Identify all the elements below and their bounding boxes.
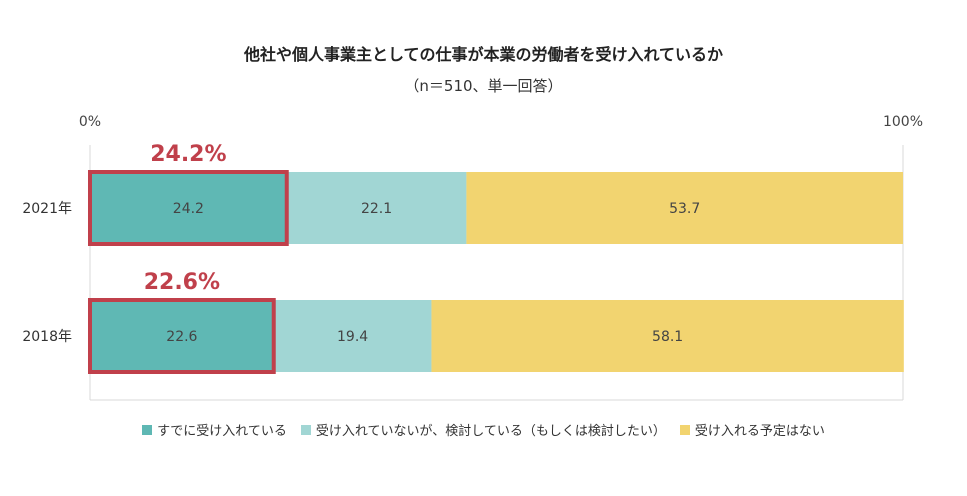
bar-segment <box>90 172 287 244</box>
legend-swatch <box>300 424 311 435</box>
legend-item-considering: 受け入れていないが、検討している（もしくは検討したい） <box>300 420 666 439</box>
highlight-box <box>88 298 276 374</box>
highlight-label: 22.6% <box>144 270 220 295</box>
bar-segment <box>273 300 432 372</box>
data-label: 22.6 <box>166 329 197 345</box>
legend-label: すでに受け入れている <box>157 424 287 439</box>
data-label: 58.1 <box>652 329 683 345</box>
data-label: 53.7 <box>669 201 700 217</box>
legend: すでに受け入れている 受け入れていないが、検討している（もしくは検討したい） 受… <box>0 420 967 439</box>
highlight-label: 24.2% <box>150 142 226 167</box>
bar-segment <box>90 300 274 372</box>
x-tick-label: 100% <box>883 114 923 130</box>
highlight-box <box>88 170 289 246</box>
x-tick-label: 0% <box>79 114 101 130</box>
data-label: 22.1 <box>361 201 392 217</box>
bar-segment <box>466 172 903 244</box>
bar-segment <box>286 172 467 244</box>
chart-title: 他社や個人事業主としての仕事が本業の労働者を受け入れているか <box>243 45 724 64</box>
data-label: 24.2 <box>173 201 204 217</box>
legend-label: 受け入れていないが、検討している（もしくは検討したい） <box>315 424 666 439</box>
legend-item-no-plan: 受け入れる予定はない <box>679 420 825 439</box>
category-label: 2021年 <box>22 201 72 217</box>
category-label: 2018年 <box>22 329 72 345</box>
legend-swatch <box>679 424 690 435</box>
legend-swatch <box>142 424 153 435</box>
data-label: 19.4 <box>337 329 368 345</box>
legend-label: 受け入れる予定はない <box>694 424 825 439</box>
legend-item-accepted: すでに受け入れている <box>142 420 287 439</box>
chart-subtitle: （n＝510、単一回答） <box>404 77 563 95</box>
bar-segment <box>431 300 904 372</box>
